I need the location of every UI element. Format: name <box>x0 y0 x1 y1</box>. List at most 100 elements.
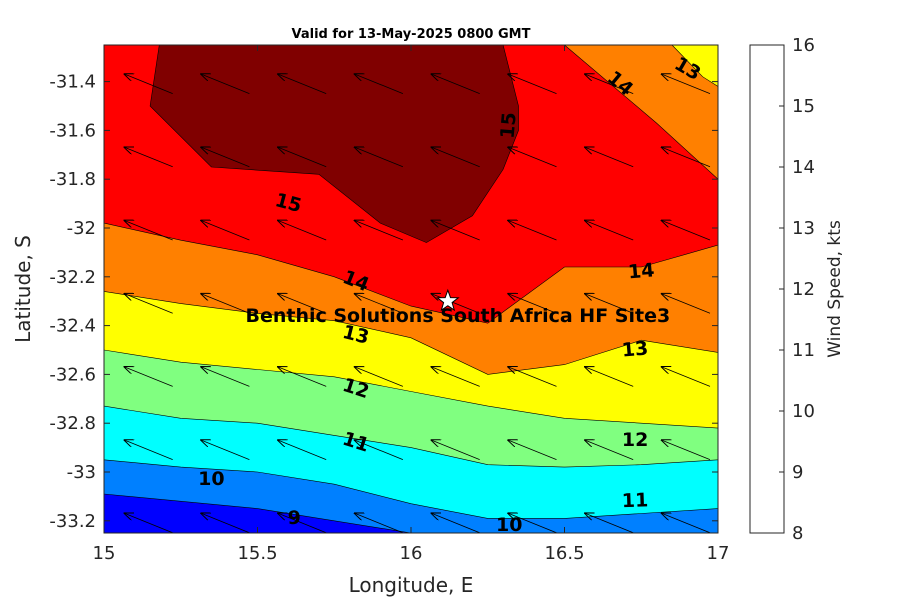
x-tick-label: 17 <box>707 543 730 564</box>
band-15-16 <box>150 45 519 243</box>
wind-vector <box>662 221 711 241</box>
wind-vector <box>355 221 404 241</box>
wind-vector <box>278 221 327 241</box>
y-tick-label: -31.6 <box>49 120 96 141</box>
y-axis-ticks: -31.4 -31.6 -31.8 -32 -32.2 -32.4 -32.6 -32.8 -3… <box>49 72 718 532</box>
wind-vector <box>201 513 250 533</box>
contour-label: 11 <box>621 489 648 512</box>
wind-vector <box>201 74 250 94</box>
colorbar-tick-label: 15 <box>792 96 815 117</box>
wind-vector <box>585 440 634 460</box>
wind-vector <box>278 367 327 387</box>
wind-vector <box>585 221 634 241</box>
y-tick-label: -33 <box>67 462 96 483</box>
y-tick-label: -32.2 <box>49 267 96 288</box>
contour-label: 10 <box>496 514 522 536</box>
wind-vector <box>432 221 480 241</box>
y-tick-label: -31.4 <box>49 72 96 93</box>
wind-vector <box>355 440 404 460</box>
wind-vector <box>508 513 557 533</box>
x-tick-label: 15 <box>93 543 116 564</box>
wind-vector <box>432 367 480 387</box>
wind-vector <box>125 147 173 168</box>
colorbar-tick-label: 10 <box>792 401 815 422</box>
y-axis-label: Latitude, S <box>11 235 35 343</box>
wind-vector <box>585 367 634 387</box>
contour-label: 15 <box>497 111 521 139</box>
contour-line-13 <box>671 45 718 87</box>
wind-vector <box>508 74 557 94</box>
wind-vector <box>585 147 634 168</box>
wind-vector <box>201 440 250 460</box>
wind-vector <box>278 440 327 460</box>
wind-vectors <box>125 74 711 533</box>
site-label: Benthic Solutions South Africa HF Site3 <box>245 305 670 327</box>
wind-vector <box>125 294 173 314</box>
wind-vector <box>355 294 404 314</box>
wind-vector <box>201 221 250 241</box>
wind-vector <box>662 74 711 94</box>
wind-vector <box>432 294 480 314</box>
wind-vector <box>125 74 173 94</box>
chart-title: Valid for 13-May-2025 0800 GMT <box>292 27 531 42</box>
wind-vector <box>355 147 404 168</box>
wind-vector <box>355 74 404 94</box>
y-tick-label: -32.8 <box>49 413 96 434</box>
wind-vector <box>432 147 480 168</box>
wind-vector <box>432 513 480 533</box>
wind-vector <box>125 221 173 241</box>
y-tick-label: -32.6 <box>49 364 96 385</box>
contour-line-10 <box>104 459 718 519</box>
wind-vector <box>662 440 711 460</box>
wind-vector <box>278 513 327 533</box>
x-tick-label: 16.5 <box>544 543 584 564</box>
wind-vector <box>432 440 480 460</box>
wind-vector <box>201 367 250 387</box>
wind-vector <box>662 367 711 387</box>
contour-fills <box>104 45 718 533</box>
x-tick-label: 16 <box>400 543 423 564</box>
colorbar-tick-label: 12 <box>792 279 815 300</box>
contour-label: 12 <box>622 429 648 451</box>
y-tick-label: -33.2 <box>49 511 96 532</box>
contour-line-15 <box>149 45 519 243</box>
band-13-14-corner <box>564 45 718 180</box>
wind-vector <box>278 147 327 168</box>
contour-line-12 <box>104 349 718 429</box>
wind-vector <box>201 294 250 314</box>
wind-vector <box>201 147 250 168</box>
wind-vector <box>508 147 557 168</box>
contour-label: 9 <box>288 507 301 529</box>
colorbar-tick-label: 14 <box>792 157 815 178</box>
colorbar-tick-label: 16 <box>792 35 815 56</box>
contour-line-13 <box>104 291 718 375</box>
wind-vector <box>508 440 557 460</box>
contour-lines <box>104 45 718 533</box>
wind-vector <box>278 74 327 94</box>
colorbar-tick-label: 11 <box>792 340 815 361</box>
wind-vector <box>355 367 404 387</box>
contour-line-11 <box>104 405 718 468</box>
wind-vector <box>585 513 634 533</box>
colorbar: 8 9 10 11 12 13 14 15 16 <box>749 35 815 544</box>
colorbar-tick-label: 13 <box>792 218 815 239</box>
band-12-13-corner <box>672 45 718 87</box>
y-tick-label: -31.8 <box>49 169 96 190</box>
contour-label: 10 <box>198 468 224 490</box>
wind-vector <box>278 294 327 314</box>
wind-vector <box>508 367 557 387</box>
wind-vector <box>355 513 404 533</box>
site-star-icon <box>435 288 460 312</box>
colorbar-label: Wind Speed, kts <box>825 220 845 358</box>
wind-vector <box>508 221 557 241</box>
colorbar-tick-label: 9 <box>792 462 803 483</box>
wind-vector <box>662 294 711 314</box>
colorbar-frame <box>749 44 785 534</box>
wind-vector <box>125 367 173 387</box>
site-marker: Benthic Solutions South Africa HF Site3 <box>245 288 670 327</box>
contour-line-9 <box>104 493 412 533</box>
contour-line-14 <box>104 45 718 324</box>
wind-vector <box>585 294 634 314</box>
x-axis-ticks: 15 15.5 16 16.5 17 <box>93 45 730 564</box>
wind-vector <box>432 74 480 94</box>
